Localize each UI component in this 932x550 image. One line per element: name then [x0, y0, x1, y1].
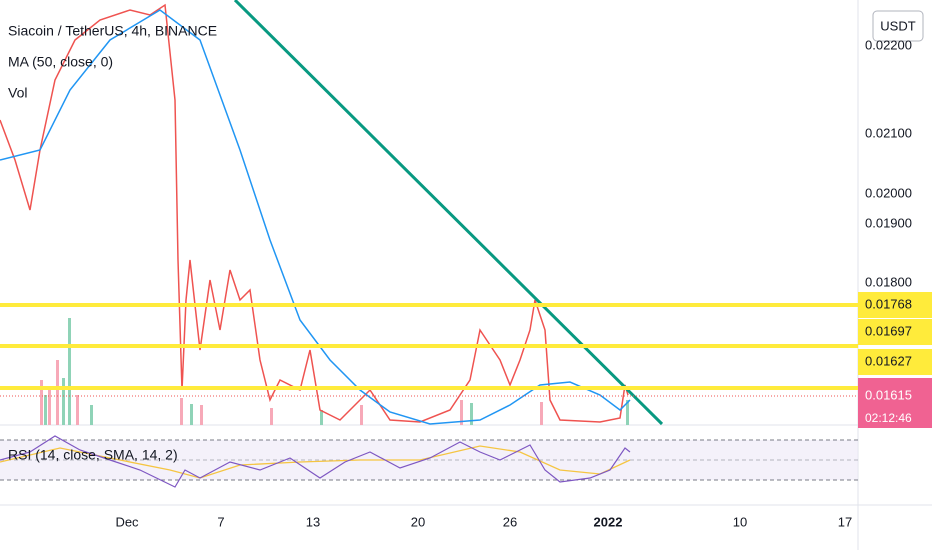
volume-bars [44, 318, 629, 425]
countdown-label: 02:12:46 [865, 411, 912, 425]
level-tag-label: 0.01768 [865, 296, 912, 311]
date-tick-label: 20 [411, 514, 425, 529]
date-tick-label: 17 [838, 514, 852, 529]
date-tick-label: 7 [217, 514, 224, 529]
price-tick-label: 0.02000 [865, 185, 912, 200]
date-tick-label: Dec [115, 514, 139, 529]
level-tag-label: 0.01627 [865, 353, 912, 368]
level-tag [858, 292, 932, 318]
currency-button[interactable] [872, 10, 924, 42]
price-pane [0, 0, 858, 425]
trendline [233, 0, 664, 426]
date-tick-label: 2022 [594, 514, 623, 529]
price-line [0, 3, 629, 423]
date-tick-label: 10 [733, 514, 747, 529]
rsi-sma [0, 445, 631, 479]
volume-legend: Vol [8, 85, 27, 101]
last-price-tag [858, 378, 932, 428]
date-tick-label: 13 [306, 514, 320, 529]
last-price-label: 0.01615 [865, 387, 912, 402]
price-tick-label: 0.01800 [865, 274, 912, 289]
price-tick-label: 0.01900 [865, 215, 912, 230]
price-tick-label: 0.02200 [865, 37, 912, 52]
volume-bars [40, 360, 543, 425]
moving-average [0, 9, 631, 425]
price-tick-label: 0.02100 [865, 125, 912, 140]
ma-legend: MA (50, close, 0) [8, 54, 113, 70]
rsi-line [0, 435, 631, 488]
level-tag [858, 319, 932, 345]
rsi-legend: RSI (14, close, SMA, 14, 2) [8, 447, 178, 463]
symbol-legend: Siacoin / TetherUS, 4h, BINANCE [8, 23, 217, 39]
date-tick-label: 26 [503, 514, 517, 529]
currency-label[interactable]: USDT [880, 18, 915, 33]
level-tag-label: 0.01697 [865, 323, 912, 338]
level-tag [858, 349, 932, 375]
